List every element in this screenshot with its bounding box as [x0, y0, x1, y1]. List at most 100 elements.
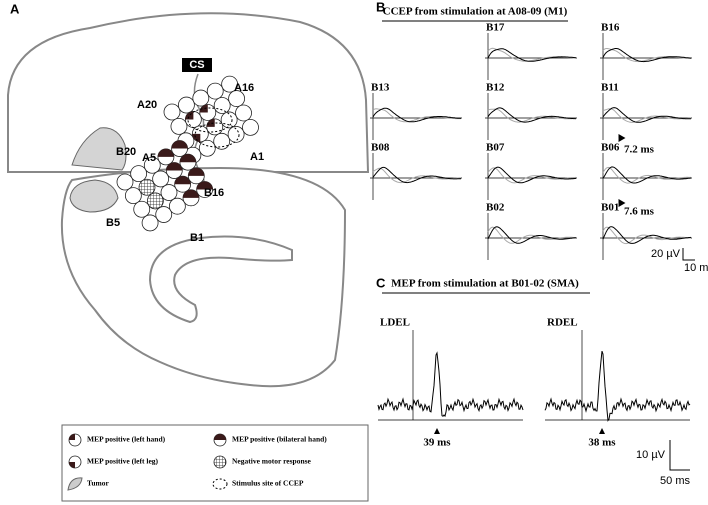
electrode [116, 173, 134, 191]
electrode [155, 206, 173, 223]
channel-label: B08 [371, 142, 390, 154]
electrode [228, 90, 245, 107]
trace-grey [487, 47, 577, 62]
trace-grey [602, 108, 692, 123]
trace-black [372, 107, 462, 123]
electrode [163, 103, 181, 121]
arrowhead [599, 428, 605, 434]
electrode-label: B16 [204, 187, 224, 199]
electrode-fill [179, 154, 196, 163]
legend: MEP positive (left hand) MEP positive (bi… [67, 433, 327, 491]
electrode [213, 97, 231, 114]
channel-label: B16 [601, 22, 620, 34]
legend-label: MEP positive (left hand) [87, 435, 166, 444]
channel-label: B02 [486, 202, 505, 214]
electrode [152, 170, 170, 188]
legend-label: Stimulus site of CCEP [232, 479, 304, 488]
panel-label: B [376, 0, 385, 14]
electrode [141, 214, 159, 232]
latency-label: 7.2 ms [624, 144, 655, 156]
legend-label: Negative motor response [232, 457, 312, 466]
electrode [192, 89, 210, 107]
trace-black [602, 48, 692, 63]
electrode-label: B5 [106, 217, 120, 229]
electrode-fill [183, 189, 200, 198]
hemisphere-medial [60, 166, 347, 388]
cs-box [182, 58, 212, 72]
electrode-label: A16 [234, 82, 254, 94]
legend-label: MEP positive (bilateral hand) [232, 435, 327, 444]
trace-black [372, 166, 461, 184]
electrode [198, 139, 216, 157]
ccep-site [187, 107, 233, 133]
electrode-fill [214, 434, 226, 440]
trace-black [487, 48, 577, 62]
electrode [133, 200, 151, 218]
trace-label: LDEL [380, 317, 410, 329]
channel-label: B07 [486, 142, 505, 154]
electrode [130, 165, 148, 183]
channel-label: B01 [601, 202, 619, 214]
channel-label: B17 [486, 22, 505, 34]
electrode-fill [157, 148, 174, 157]
arrowhead [434, 428, 440, 434]
electrode-label: B1 [190, 232, 204, 244]
electrode-grids [116, 75, 259, 232]
electrode [168, 197, 186, 215]
legend-icon [67, 477, 83, 491]
trace-black [487, 226, 577, 244]
channel-label: B13 [371, 82, 390, 94]
trace-black [487, 107, 577, 123]
electrode [213, 455, 227, 469]
electrode-label: A5 [142, 152, 156, 164]
electrode [160, 184, 178, 201]
electrode [235, 104, 252, 122]
panel-title: CCEP from stimulation at A08-09 (M1) [383, 6, 568, 18]
scale-label: 10 ms [684, 262, 708, 274]
electrode-fill [69, 434, 75, 440]
electrode-label: B20 [116, 146, 136, 158]
ccep-site [194, 122, 240, 148]
electrode [206, 82, 224, 100]
corpus-callosum [148, 235, 293, 324]
mep-trace [544, 350, 691, 422]
electrode-fill [69, 462, 75, 468]
trace-black [487, 166, 577, 184]
electrode-fill [166, 162, 183, 171]
sulcus-label: CS [189, 59, 204, 71]
tumor [71, 127, 127, 171]
trace-grey [602, 166, 691, 184]
latency-label: 38 ms [588, 437, 616, 449]
channel-label: B12 [486, 82, 505, 94]
electrode [124, 187, 142, 205]
panel-title: MEP from stimulation at B01-02 (SMA) [391, 278, 579, 290]
electrode [227, 125, 245, 143]
scale-bar [682, 248, 695, 261]
electrode-fill [188, 167, 205, 176]
electrode [170, 118, 188, 135]
scale-label: 20 µV [651, 248, 681, 260]
electrode-fill [199, 104, 208, 113]
trace-grey [487, 167, 577, 184]
electrode-fill [174, 176, 191, 185]
trace-grey [602, 48, 692, 63]
trace-black [602, 166, 692, 184]
mep-trace [377, 351, 524, 418]
electrode-fill [192, 133, 201, 142]
channel-label: B11 [601, 82, 619, 94]
channel-label: B06 [601, 142, 620, 154]
arrowhead [618, 198, 626, 207]
electrode-fill [171, 140, 188, 149]
scale-label: 10 µV [636, 449, 666, 461]
latency-label: 39 ms [423, 437, 451, 449]
electrode [146, 192, 164, 210]
latency-label: 7.6 ms [624, 206, 655, 218]
electrode-fill [196, 181, 213, 190]
electrode [221, 75, 239, 93]
electrode [178, 96, 195, 114]
electrode [143, 156, 161, 174]
electrode [242, 118, 259, 136]
mep-traces [377, 330, 691, 422]
trace-grey [372, 167, 462, 184]
